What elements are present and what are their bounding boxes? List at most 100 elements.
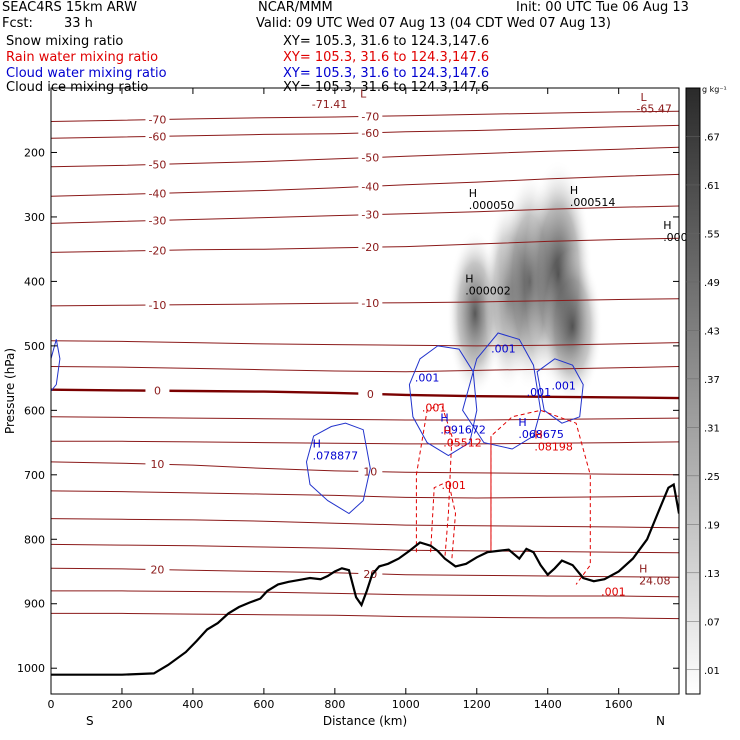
cloud-water-contours [51, 332, 584, 515]
contour-label-bg [358, 125, 383, 138]
plot-frame [50, 87, 680, 695]
contour-label-bg [358, 207, 383, 220]
y-tick-label: 900 [24, 598, 45, 611]
model-title: SEAC4RS 15km ARW [2, 0, 138, 15]
plot-header: SEAC4RS 15km ARW NCAR/MMM Init: 00 UTC T… [0, 0, 740, 95]
temperature-contour-11 [51, 440, 679, 445]
extreme-label: L [640, 91, 647, 104]
snow-plume-4 [542, 249, 603, 404]
temperature-contour-8 [51, 366, 679, 373]
high-value-label: 24.08 [639, 574, 671, 587]
high-marker: H [570, 184, 578, 197]
y-axis-title: Pressure (hPa) [3, 348, 17, 434]
contour-label-bg [145, 112, 170, 125]
high-marker: H [465, 272, 473, 285]
temperature-contour-label: -20 [361, 241, 379, 254]
contour-label-bg [145, 383, 170, 396]
temperature-contour-13 [51, 490, 679, 499]
high-value-label: .08198 [534, 440, 573, 453]
cloud-contour-3 [536, 358, 584, 424]
cloud-contour-label: .001 [527, 386, 552, 399]
temperature-contour-label: -50 [148, 158, 166, 171]
forecast-label: Fcst: [2, 16, 33, 31]
rain-water-contours [415, 403, 591, 585]
contour-label-bg [145, 562, 170, 575]
field-rain-name: Rain water mixing ratio [6, 50, 159, 65]
colorbar-tick-label: .01 [704, 666, 720, 677]
cloud-contour-0 [305, 422, 371, 515]
temperature-contour-label: -40 [148, 187, 166, 200]
y-tick-label: 400 [24, 275, 45, 288]
contour-label-bg [145, 186, 170, 199]
contour-label-bg [145, 457, 170, 470]
high-value-label: .05512 [443, 436, 482, 449]
contour-label-bg [358, 386, 383, 399]
field-cloud-name: Cloud water mixing ratio [6, 66, 167, 81]
temperature-contour-label: -10 [361, 297, 379, 310]
high-marker: H [313, 437, 321, 450]
temperature-contour-label: -70 [361, 110, 379, 123]
extreme-label: L [360, 88, 367, 101]
y-tick-label: 600 [24, 404, 45, 417]
temperature-contour-label: 0 [367, 388, 374, 401]
temperature-contour-label: 0 [154, 385, 161, 398]
contour-label-bg [145, 157, 170, 170]
rain-contour-1 [490, 409, 591, 585]
extreme-label: -71.41 [312, 98, 347, 111]
high-value-label: .000002 [465, 284, 511, 297]
rain-contour-0 [415, 403, 453, 559]
contour-label-bg [358, 296, 383, 309]
contour-label-bg [358, 109, 383, 122]
rain-contour-label: .001 [601, 585, 626, 598]
high-value-label: .078877 [313, 449, 359, 462]
init-time: Init: 00 UTC Tue 06 Aug 13 [516, 0, 689, 15]
high-marker: H [663, 219, 671, 232]
temperature-contour-10 [51, 416, 679, 421]
high-value-label: .000514 [570, 196, 616, 209]
x-tick-label: 200 [111, 698, 132, 711]
y-tick-label: 300 [24, 211, 45, 224]
x-tick-label: 1400 [534, 698, 562, 711]
x-tick-label: 400 [182, 698, 203, 711]
contour-label-bg [358, 150, 383, 163]
colorbar-tick-label: .49 [704, 278, 720, 289]
high-value-label: .091672 [440, 424, 486, 437]
valid-time: Valid: 09 UTC Wed 07 Aug 13 (04 CDT Wed … [256, 16, 611, 31]
rain-contour-2 [430, 480, 457, 559]
snow-shading [446, 158, 603, 404]
cloud-contour-label: .001 [491, 342, 516, 355]
colorbar-tick-label: .25 [704, 472, 720, 483]
field-snow-xy: XY= 105.3, 31.6 to 124.3,147.6 [283, 34, 490, 49]
terrain [51, 482, 679, 676]
x-end-label-north: N [656, 714, 665, 728]
contour-label-bg [358, 240, 383, 253]
high-marker: H [518, 416, 526, 429]
high-value-label: .000050 [469, 199, 514, 212]
high-marker: H [469, 187, 477, 200]
contour-label-bg [145, 129, 170, 142]
temperature-contour-label: -40 [361, 180, 379, 193]
colorbar: .01 .07 .13 .19 .25 .31 .37 .43 .49 .55 .61 .67 g kg… [685, 85, 727, 695]
x-tick-label: 1000 [392, 698, 420, 711]
colorbar-tick-label: .43 [704, 326, 720, 337]
cloud-contour-label: .001 [551, 380, 576, 393]
temperature-contour-label: -30 [361, 209, 379, 222]
rain-contour-label: .001 [441, 479, 466, 492]
colorbar-bar [685, 87, 701, 695]
temperature-contour-label: 10 [150, 458, 164, 471]
cloud-contour-4 [51, 339, 61, 392]
cloud-contour-1 [408, 345, 478, 457]
x-tick-label: 800 [324, 698, 345, 711]
field-rain-xy: XY= 105.3, 31.6 to 124.3,147.6 [283, 50, 490, 65]
colorbar-tick-label: .37 [704, 375, 720, 386]
high-value-label: .068675 [518, 428, 564, 441]
temperature-contour-label: 20 [150, 564, 164, 577]
y-tick-label: 200 [24, 146, 45, 159]
terrain-line [51, 482, 679, 676]
x-end-label-south: S [86, 714, 94, 728]
high-marker: H [639, 562, 647, 575]
temperature-contour-17 [51, 590, 679, 598]
colorbar-tick-label: .67 [704, 132, 720, 143]
field-snow-name: Snow mixing ratio [6, 34, 124, 49]
